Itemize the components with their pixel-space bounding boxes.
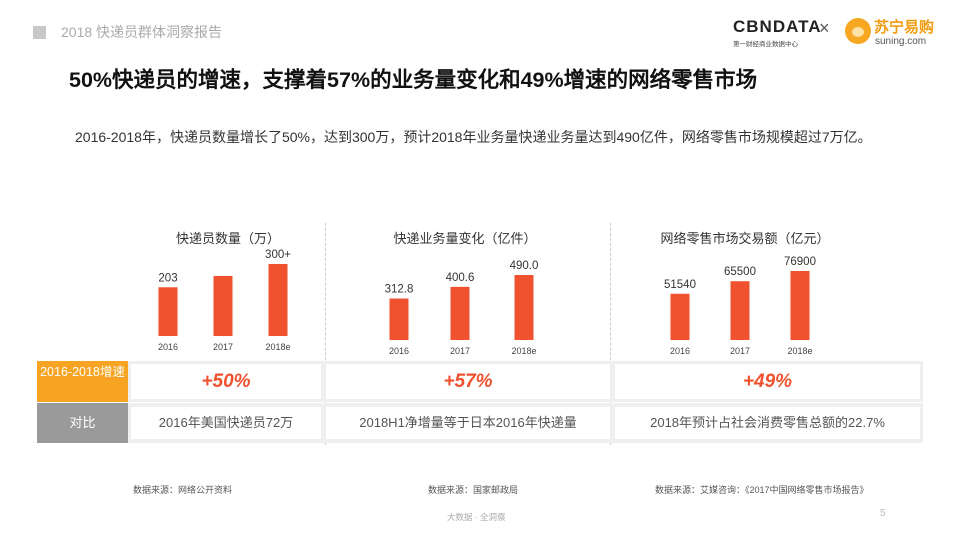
- x-tick-label: 2018e: [787, 346, 812, 356]
- chart-couriers: 快递员数量（万） 203 2016 2017 300+ 2018e: [133, 224, 323, 359]
- comparison-cell: 2018H1净增量等于日本2016年快递量: [326, 407, 610, 439]
- page-title: 50%快递员的增速，支撑着57%的业务量变化和49%增速的网络零售市场: [69, 68, 758, 92]
- x-tick-label: 2018e: [511, 346, 536, 356]
- chart-title: 快递员数量（万）: [175, 231, 280, 246]
- growth-cell: +50%: [131, 364, 321, 399]
- x-tick-label: 2017: [450, 346, 470, 356]
- source-note: 数据来源：网络公开资料: [133, 485, 233, 495]
- data-label: 490.0: [510, 260, 539, 272]
- intro-paragraph: 2016-2018年，快递员数量增长了50%，达到300万，预计2018年业务量…: [75, 129, 872, 145]
- footer-slogan: 大数据 · 全洞察: [447, 512, 506, 522]
- chart-divider: [325, 223, 326, 445]
- cbndata-logo: CBNDATA 第一财经商业数据中心: [733, 17, 822, 50]
- comparison-row-label: 对比: [37, 403, 128, 443]
- comparison-row: 对比 2016年美国快递员72万 2018H1净增量等于日本2016年快递量 2…: [37, 403, 923, 443]
- source-note: 数据来源：国家邮政局: [428, 485, 519, 495]
- x-tick-label: 2016: [389, 346, 409, 356]
- suning-logo-en: suning.com: [875, 36, 927, 47]
- bar-2017: [730, 281, 750, 340]
- chart-online-retail: 网络零售市场交易额（亿元） 51540 2016 65500 2017 76900 201…: [645, 224, 845, 359]
- chart-parcel-volume: 快递业务量变化（亿件） 312.8 2016 400.6 2017 490.0 2018e: [365, 224, 565, 359]
- comparison-cell: 2016年美国快递员72万: [131, 407, 321, 439]
- report-title: 2018 快递员群体洞察报告: [61, 24, 223, 40]
- data-label: 65500: [724, 266, 756, 278]
- growth-cell: +49%: [615, 364, 920, 399]
- data-label: 400.6: [446, 272, 475, 284]
- bar-2016: [158, 287, 178, 336]
- bar-2018e: [514, 275, 534, 340]
- chart-divider: [610, 223, 611, 445]
- suning-lion-icon: [845, 18, 871, 44]
- suning-logo-cn: 苏宁易购: [874, 19, 935, 36]
- x-tick-label: 2017: [213, 342, 233, 352]
- header: 2018 快递员群体洞察报告 CBNDATA 第一财经商业数据中心 × 苏宁易购…: [0, 0, 960, 62]
- cbndata-logo-text: CBNDATA: [733, 17, 822, 36]
- data-label: 312.8: [385, 284, 414, 296]
- chart-title: 快递业务量变化（亿件）: [393, 231, 537, 246]
- x-tick-label: 2016: [158, 342, 178, 352]
- x-tick-label: 2017: [730, 346, 750, 356]
- comparison-cell: 2018年预计占社会消费零售总额的22.7%: [615, 407, 920, 439]
- x-tick-label: 2018e: [265, 342, 290, 352]
- data-label: 300+: [265, 249, 291, 261]
- cbndata-logo-subtitle: 第一财经商业数据中心: [733, 41, 798, 48]
- source-note: 数据来源：艾媒咨询：《2017中国网络零售市场报告》: [655, 485, 869, 495]
- bar-2018e: [268, 264, 288, 336]
- chart-svg: 51540 2016 65500 2017 76900 2018e: [664, 256, 816, 356]
- bar-2017: [213, 276, 233, 336]
- bar-2018e: [790, 271, 810, 340]
- growth-row: 2016-2018增速 +50% +57% +49%: [37, 361, 923, 402]
- suning-logo: 苏宁易购 suning.com: [845, 16, 945, 52]
- chart-svg: 203 2016 2017 300+ 2018e: [158, 249, 291, 352]
- collab-cross-icon: ×: [819, 18, 830, 38]
- growth-cell: +57%: [326, 364, 610, 399]
- chart-title: 网络零售市场交易额（亿元）: [660, 231, 830, 246]
- chart-svg: 312.8 2016 400.6 2017 490.0 2018e: [385, 260, 539, 356]
- data-label: 76900: [784, 256, 816, 268]
- bar-2016: [670, 293, 690, 340]
- data-label: 51540: [664, 279, 696, 291]
- bar-2017: [450, 286, 470, 340]
- header-square-icon: [33, 26, 46, 39]
- data-label: 203: [158, 272, 177, 284]
- page-number: 5: [880, 508, 886, 519]
- growth-row-label: 2016-2018增速: [37, 361, 128, 402]
- bar-2016: [389, 298, 409, 340]
- x-tick-label: 2016: [670, 346, 690, 356]
